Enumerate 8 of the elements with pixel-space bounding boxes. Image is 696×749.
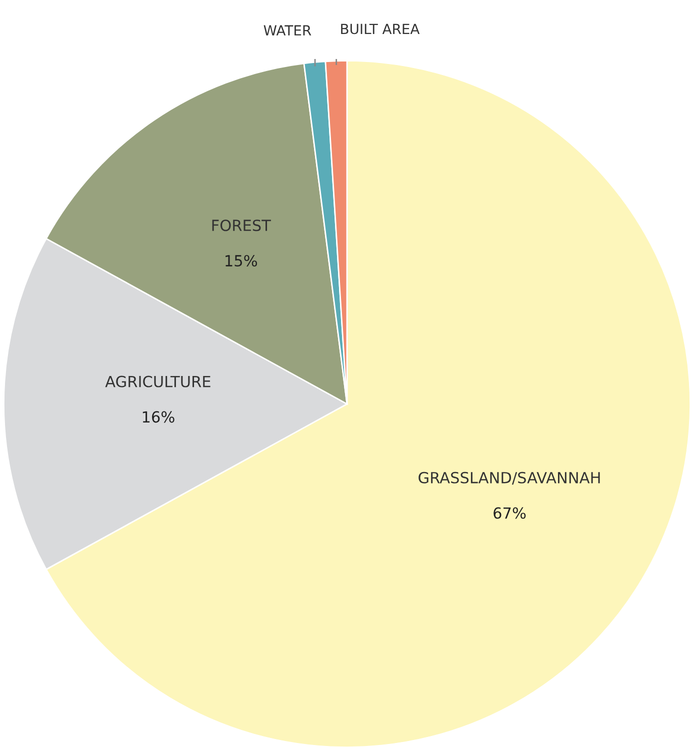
slice-label: BUILT AREA bbox=[341, 24, 420, 34]
slice-label: GRASSLAND/SAVANNAH bbox=[418, 472, 600, 485]
data-label: 16% bbox=[142, 411, 174, 423]
slice-label: FOREST bbox=[212, 220, 271, 232]
slice-label: WATER bbox=[264, 25, 312, 36]
data-label: 67% bbox=[494, 507, 526, 519]
slice-label: AGRICULTURE bbox=[105, 376, 210, 388]
data-label: 15% bbox=[226, 254, 258, 267]
